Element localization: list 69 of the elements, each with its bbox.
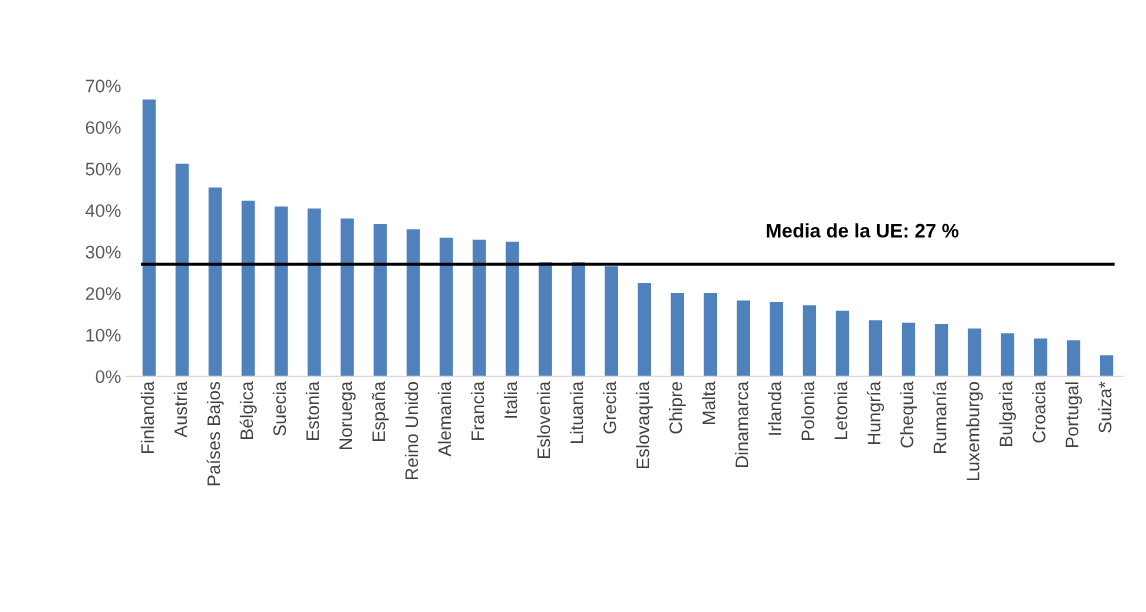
x-tick-label: Dinamarca bbox=[735, 381, 749, 468]
bar bbox=[1033, 338, 1048, 377]
bar bbox=[538, 262, 552, 377]
x-tick-label: Portugal bbox=[1065, 382, 1082, 448]
y-tick-label: 0% bbox=[95, 370, 121, 384]
bar bbox=[307, 208, 321, 377]
x-tick-label: Eslovaquia bbox=[635, 381, 653, 469]
x-tick-label: Austria bbox=[173, 381, 188, 438]
x-tick-label: Luxemburgo bbox=[966, 381, 983, 481]
bar bbox=[604, 266, 618, 377]
bar bbox=[967, 328, 982, 377]
bar bbox=[868, 320, 883, 377]
x-tick-label: Chipre bbox=[668, 382, 686, 434]
bar bbox=[637, 282, 651, 377]
y-tick-label: 30% bbox=[85, 245, 121, 259]
bar bbox=[439, 237, 453, 377]
bar bbox=[571, 262, 585, 377]
x-tick-label: Malta bbox=[701, 381, 716, 424]
x-tick-label: Suecia bbox=[272, 381, 287, 436]
y-tick-label: 50% bbox=[85, 162, 121, 176]
x-tick-label: Países Bajos bbox=[206, 381, 224, 486]
x-tick-label: Hungría bbox=[866, 381, 884, 444]
bar bbox=[934, 324, 949, 377]
bar bbox=[208, 187, 222, 377]
bar bbox=[670, 292, 684, 377]
bar bbox=[472, 239, 486, 377]
x-tick-label: Polonia bbox=[801, 381, 815, 440]
y-tick-label: 10% bbox=[86, 328, 121, 342]
ref-line-label: Media de la UE: 27 % bbox=[766, 223, 959, 238]
x-tick-label: Reino Unido bbox=[404, 381, 419, 480]
x-tick-label: Noruega bbox=[339, 381, 356, 450]
bar bbox=[373, 223, 387, 377]
x-tick-label: Eslovenia bbox=[536, 381, 551, 459]
bar bbox=[241, 200, 255, 377]
bar bbox=[274, 206, 288, 377]
y-tick-label: 60% bbox=[85, 121, 121, 134]
bar bbox=[1066, 340, 1081, 377]
x-tick-label: Italia bbox=[503, 381, 518, 418]
x-tick-label: Chequia bbox=[900, 381, 917, 448]
x-tick-label: Bulgaria bbox=[999, 381, 1016, 446]
bar bbox=[340, 218, 354, 377]
x-tick-label: Suiza* bbox=[1098, 381, 1112, 433]
bar bbox=[406, 229, 420, 377]
x-tick-label: Croacia bbox=[1032, 381, 1046, 443]
x-tick-label: Francia bbox=[470, 381, 485, 440]
bar bbox=[175, 163, 189, 377]
bar bbox=[505, 241, 519, 377]
x-tick-label: Bélgica bbox=[239, 381, 257, 439]
bar bbox=[835, 310, 850, 377]
y-tick-label: 20% bbox=[85, 287, 121, 301]
x-tick-label: Rumanía bbox=[932, 381, 947, 454]
x-tick-label: Letonia bbox=[834, 381, 848, 439]
bar bbox=[736, 300, 751, 377]
x-tick-label: Irlanda bbox=[768, 381, 782, 435]
x-tick-label: Grecia bbox=[602, 381, 617, 434]
x-tick-label: Estonia bbox=[305, 381, 320, 440]
x-tick-label: Alemania bbox=[437, 381, 452, 457]
bar bbox=[703, 292, 718, 377]
bar bbox=[901, 322, 916, 377]
y-tick-label: 70% bbox=[85, 79, 121, 93]
bar bbox=[142, 99, 156, 377]
bar bbox=[769, 302, 784, 377]
x-tick-label: España bbox=[371, 381, 389, 441]
bar bbox=[802, 305, 817, 377]
x-tick-label: Lituania bbox=[569, 381, 584, 443]
bar bbox=[1099, 355, 1114, 377]
x-tick-label: Finlandia bbox=[140, 381, 155, 454]
y-tick-label: 40% bbox=[85, 204, 121, 217]
bar bbox=[1000, 333, 1015, 377]
